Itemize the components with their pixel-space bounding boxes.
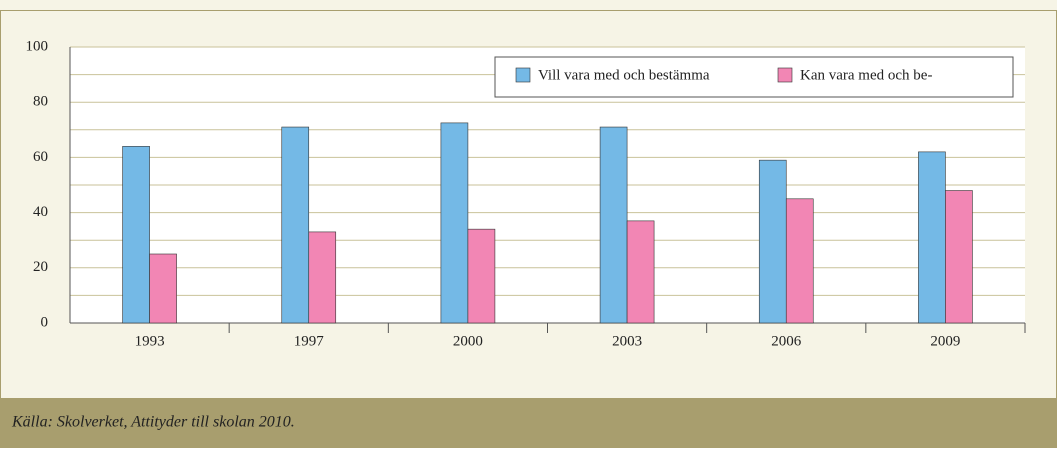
- bar: [308, 231, 337, 324]
- bar: [149, 253, 177, 324]
- bar: [785, 198, 814, 324]
- legend-box: [494, 56, 1014, 98]
- x-tick-label: 2000: [453, 333, 483, 349]
- x-tick-label: 2009: [930, 333, 960, 349]
- y-tick-label: 100: [26, 38, 49, 54]
- bar: [945, 190, 973, 324]
- bar: [758, 159, 787, 324]
- bar: [626, 220, 655, 324]
- legend-swatch: [515, 67, 531, 83]
- bar: [599, 126, 628, 324]
- bar: [918, 151, 946, 324]
- y-tick-label: 40: [33, 204, 48, 220]
- bar: [122, 146, 150, 324]
- bar: [467, 228, 496, 324]
- x-tick-label: 1997: [294, 333, 325, 349]
- y-tick-label: 20: [33, 259, 48, 275]
- legend-label: Kan vara med och be-: [800, 67, 932, 83]
- legend-label: Vill vara med och bestämma: [538, 67, 710, 83]
- y-tick-label: 60: [33, 149, 48, 165]
- y-tick-label: 80: [33, 94, 48, 110]
- source: Källa: Skolverket, Attityder till skolan…: [11, 414, 295, 431]
- source-band: [0, 398, 1057, 448]
- x-tick-label: 2003: [612, 333, 642, 349]
- bar: [440, 122, 469, 324]
- y-tick-label: 0: [41, 314, 49, 330]
- bar: [281, 126, 310, 324]
- legend-swatch: [777, 67, 793, 83]
- x-tick-label: 1993: [135, 333, 165, 349]
- x-tick-label: 2006: [771, 333, 802, 349]
